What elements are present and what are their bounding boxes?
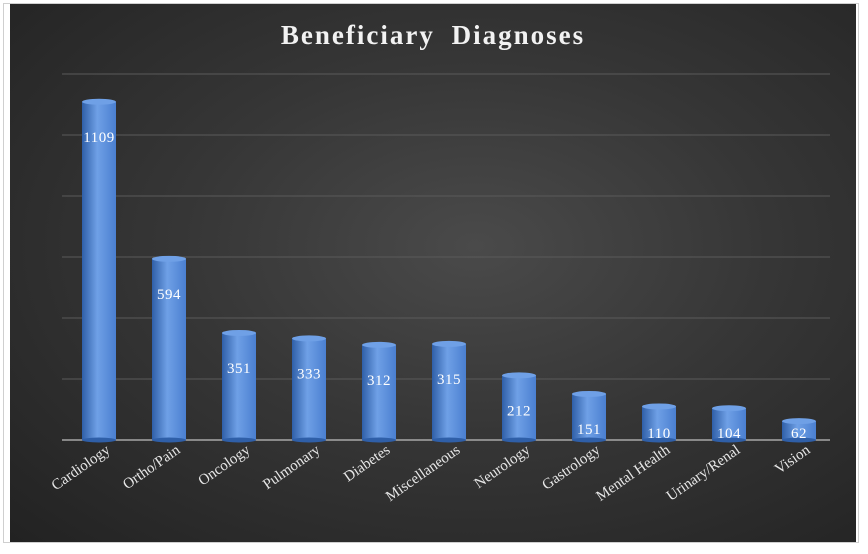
x-tick-label: Ortho/Pain	[120, 442, 184, 493]
bar-urinary-renal	[712, 405, 746, 443]
bar-top	[362, 341, 396, 348]
data-label: 110	[647, 426, 670, 442]
bar-top	[572, 390, 606, 397]
bar-neurology	[502, 372, 536, 443]
bar	[152, 258, 186, 440]
bar-mental-health	[642, 403, 676, 443]
bar-top	[152, 255, 186, 262]
bar-top	[432, 340, 466, 347]
data-label: 104	[717, 426, 741, 442]
data-label: 62	[791, 426, 807, 442]
bar-top	[82, 98, 116, 105]
bar	[362, 344, 396, 440]
data-label: 594	[157, 287, 181, 303]
bar-top	[292, 335, 326, 342]
x-tick-label: Mental Health	[593, 442, 673, 505]
bar	[642, 406, 676, 440]
bar-base	[712, 437, 746, 443]
bar-base	[362, 437, 396, 443]
data-labels: 1109 594 351 333 312 315 212 151 110 104 62	[83, 130, 807, 442]
bar-base	[222, 437, 256, 443]
bar-top	[502, 372, 536, 379]
bar-base	[782, 437, 816, 443]
bar	[222, 332, 256, 440]
x-tick-label: Oncology	[196, 442, 254, 489]
bar	[712, 408, 746, 440]
bars	[82, 98, 816, 443]
gridlines	[62, 73, 830, 441]
bar-oncology	[222, 329, 256, 443]
x-tick-label: Pulmonary	[260, 442, 324, 493]
bar	[502, 375, 536, 440]
bar-vision	[782, 418, 816, 443]
x-tick-label: Cardiology	[49, 442, 114, 494]
bar-base	[292, 437, 326, 443]
bar-ortho-pain	[152, 255, 186, 443]
bar-miscellaneous	[432, 340, 466, 443]
data-label: 212	[507, 403, 531, 419]
bar-top	[222, 329, 256, 336]
bar-base	[82, 437, 116, 443]
bar-base	[432, 437, 466, 443]
bar-gastrology	[572, 390, 606, 443]
data-label: 315	[437, 372, 461, 388]
bar	[782, 421, 816, 440]
bar	[572, 393, 606, 440]
bar-top	[712, 405, 746, 412]
x-tick-label: Gastrology	[540, 442, 604, 494]
bar	[82, 101, 116, 440]
data-label: 312	[367, 373, 391, 389]
data-label: 333	[297, 366, 321, 382]
data-label: 351	[227, 361, 251, 377]
bar-base	[572, 437, 606, 443]
bar-pulmonary	[292, 335, 326, 443]
x-tick-label: Miscellaneous	[383, 442, 463, 505]
bar-base	[642, 437, 676, 443]
chart-title: Beneficiary Diagnoses	[280, 20, 586, 50]
x-tick-label: Urinary/Renal	[664, 442, 743, 504]
chart-panel: Beneficiary Diagnoses	[10, 4, 856, 542]
bar	[292, 338, 326, 440]
bar-base	[502, 437, 536, 443]
bar-diabetes	[362, 341, 396, 443]
bar-base	[152, 437, 186, 443]
x-tick-label: Vision	[772, 442, 814, 478]
x-tick-labels: Cardiology Ortho/Pain Oncology Pulmonary Dia…	[49, 442, 814, 505]
bar-cardiology	[82, 98, 116, 443]
bar	[432, 343, 466, 440]
x-tick-label: Diabetes	[341, 442, 393, 485]
bar-top	[642, 403, 676, 410]
data-label: 1109	[83, 130, 114, 146]
bar-top	[782, 418, 816, 425]
x-tick-label: Neurology	[472, 442, 534, 492]
data-label: 151	[577, 422, 601, 438]
